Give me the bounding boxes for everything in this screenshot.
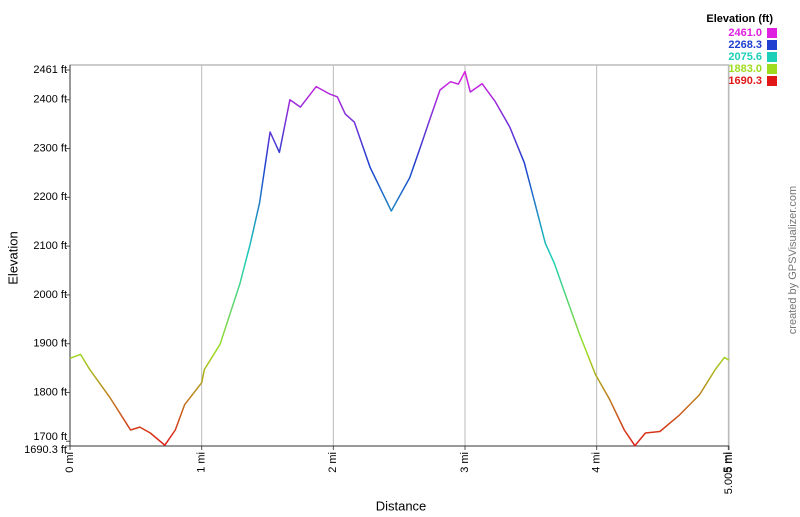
x-axis-title: Distance bbox=[376, 498, 427, 513]
y-tick-label: 1700 ft bbox=[33, 431, 67, 443]
x-tick-label: 0 mi bbox=[64, 452, 76, 473]
elevation-line bbox=[69, 70, 730, 447]
legend-swatch bbox=[767, 40, 777, 50]
y-tick-label: 2100 ft bbox=[33, 240, 67, 252]
x-tick-label: 4 mi bbox=[591, 452, 603, 473]
legend-label: 1883.0 bbox=[728, 63, 762, 75]
y-tick-label: 1690.3 ft bbox=[24, 444, 67, 456]
x-tick-label: 2 mi bbox=[327, 452, 339, 473]
y-tick-label: 2200 ft bbox=[33, 191, 67, 203]
legend-swatch bbox=[767, 28, 777, 38]
x-tick-label: 5 mi bbox=[722, 452, 734, 473]
credit: created by GPSVisualizer.com bbox=[787, 186, 799, 334]
y-tick-label: 2461 ft bbox=[33, 64, 67, 76]
x-tick-label: 5.005 mi bbox=[723, 452, 735, 494]
legend-swatch bbox=[767, 76, 777, 86]
legend-label: 2461.0 bbox=[728, 27, 762, 39]
x-tick-label: 1 mi bbox=[196, 452, 208, 473]
y-tick-label: 2000 ft bbox=[33, 289, 67, 301]
legend-label: 2268.3 bbox=[728, 39, 762, 51]
y-tick-label: 2300 ft bbox=[33, 142, 67, 154]
legend-label: 2075.6 bbox=[728, 51, 762, 63]
y-axis-title: Elevation bbox=[5, 231, 20, 284]
y-tick-label: 1900 ft bbox=[33, 338, 67, 350]
legend-label: 1690.3 bbox=[728, 75, 762, 87]
plot-frame bbox=[69, 64, 730, 447]
y-tick-label: 1800 ft bbox=[33, 386, 67, 398]
x-tick-label: 3 mi bbox=[459, 452, 471, 473]
legend-swatch bbox=[767, 52, 777, 62]
y-tick-label: 2400 ft bbox=[33, 94, 67, 106]
legend-swatch bbox=[767, 64, 777, 74]
legend-title: Elevation (ft) bbox=[706, 13, 773, 25]
